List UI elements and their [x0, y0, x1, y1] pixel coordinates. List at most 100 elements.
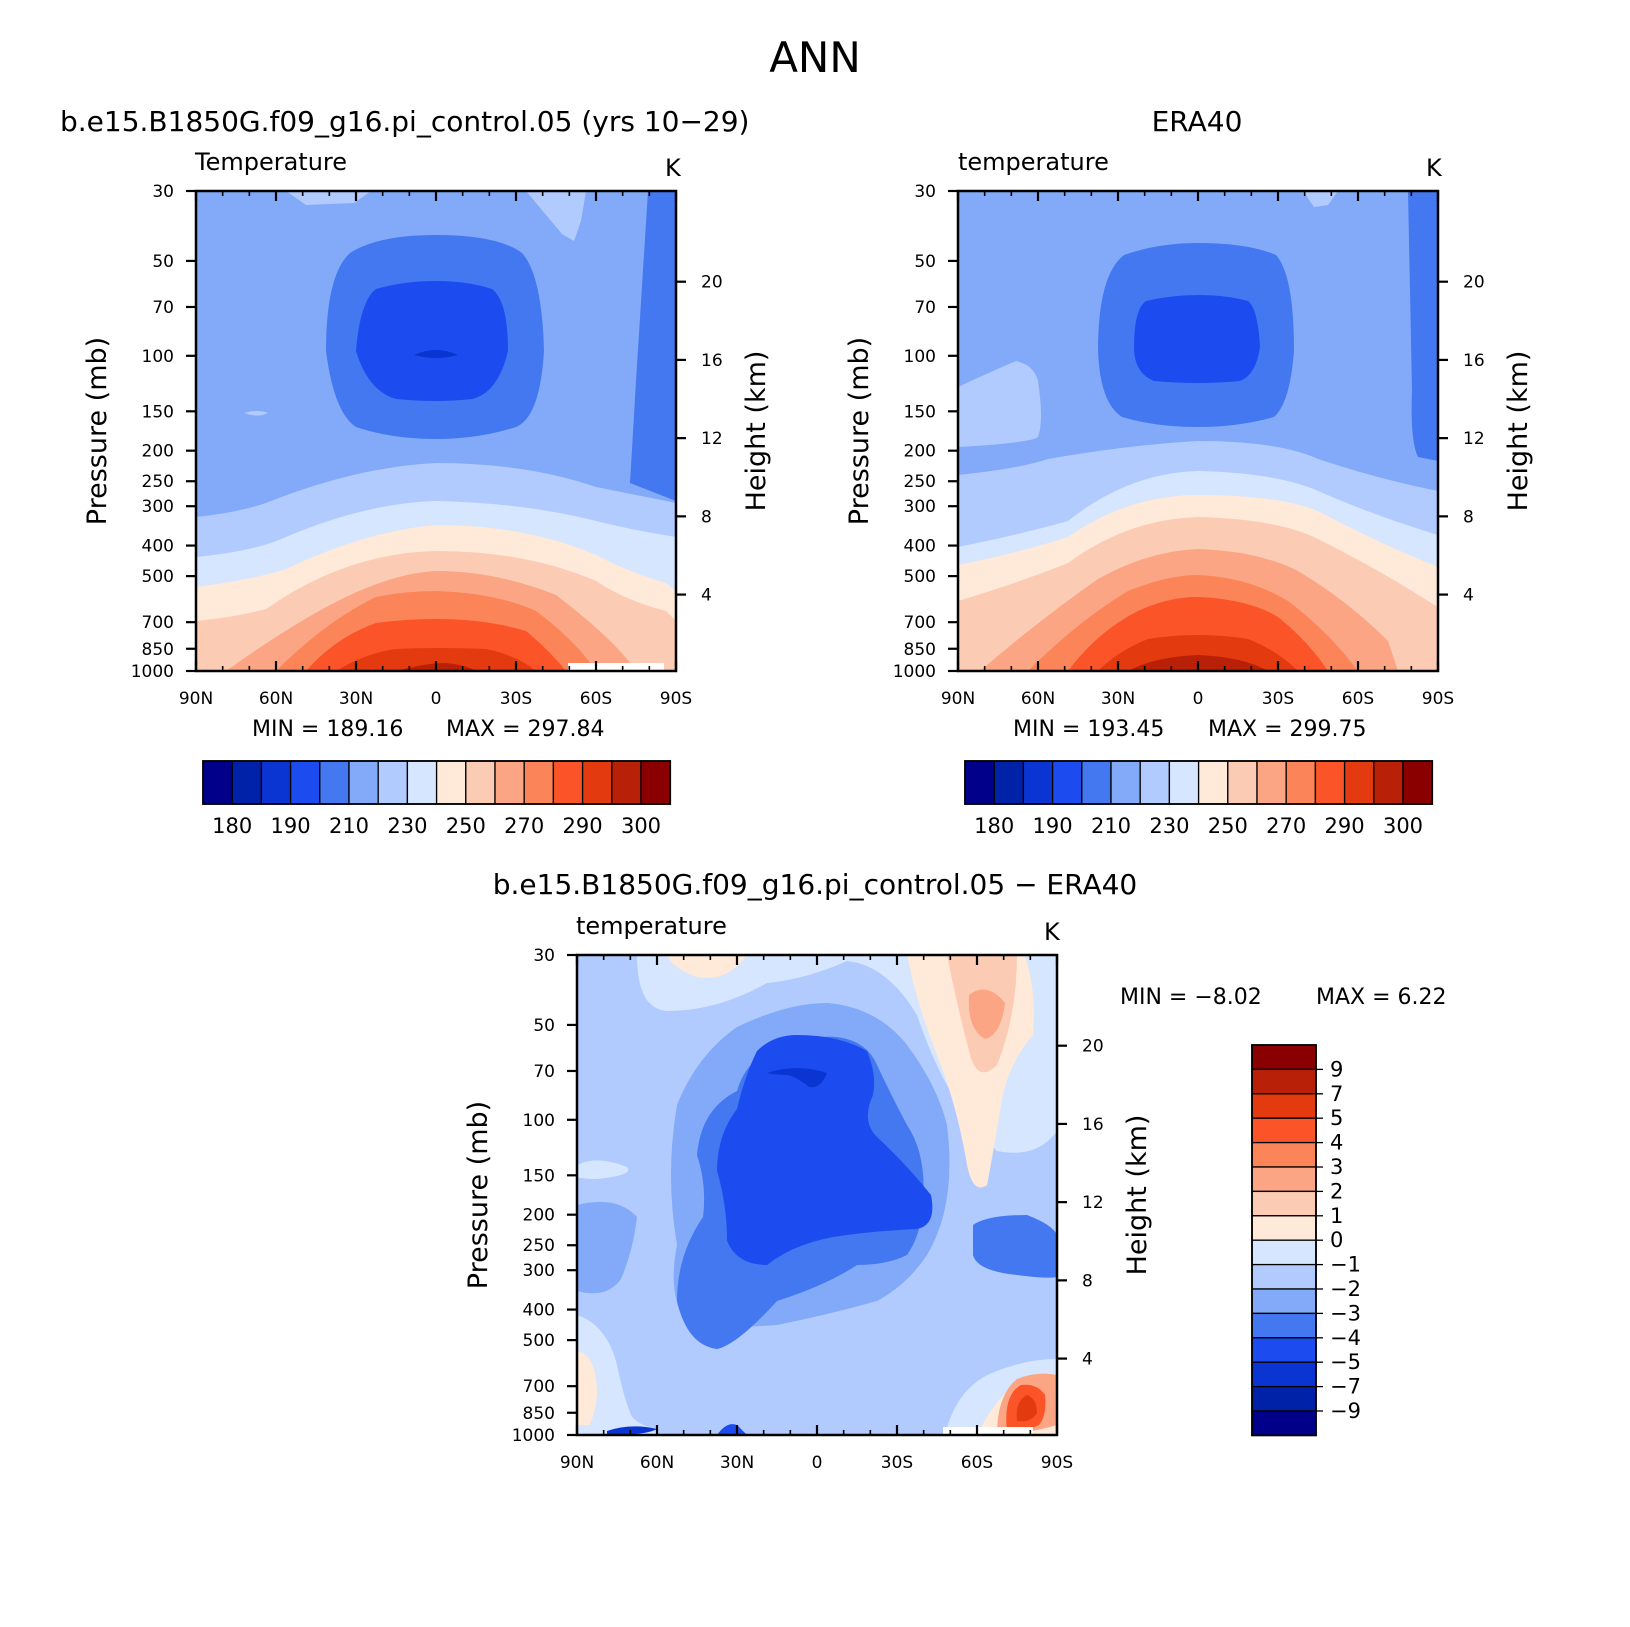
- colorbar-label: 180: [974, 814, 1014, 838]
- panel-era40-colorbar-boxes: 180 190 210 230 250 270 290 300: [964, 760, 1434, 838]
- y2-tick-label: 4: [1082, 1350, 1093, 1370]
- y-tick-label: 300: [142, 497, 174, 517]
- x-tick-label: 60S: [1342, 689, 1374, 709]
- panel-era40-title: ERA40: [1152, 105, 1243, 138]
- colorbar-box: [260, 760, 292, 805]
- colorbar-box: [1251, 1215, 1317, 1241]
- panel-era40-units: K: [1426, 154, 1443, 182]
- panel-era40-colorbar: 180 190 210 230 250 270 290 300: [964, 760, 1434, 838]
- x-tick-label: 60S: [580, 689, 612, 709]
- y-tick-label: 150: [142, 402, 174, 422]
- panel-era40-max-label: MAX = 299.75: [1208, 717, 1367, 742]
- colorbar-box: [1251, 1166, 1317, 1193]
- colorbar-box: [1251, 1385, 1317, 1412]
- panel-model-max-label: MAX = 297.84: [446, 717, 605, 742]
- y-tick-label: 700: [904, 613, 936, 633]
- colorbar-label: −2: [1330, 1277, 1361, 1301]
- y2-tick-label: 8: [701, 507, 712, 527]
- y-tick-label: 150: [904, 402, 936, 422]
- colorbar-box: [377, 760, 409, 805]
- colorbar-box: [993, 760, 1025, 805]
- figure-title: ANN: [769, 33, 861, 82]
- panel-diff-variable: temperature: [576, 912, 727, 940]
- y-tick-label: 400: [904, 537, 936, 557]
- y2-tick-label: 8: [1082, 1271, 1093, 1291]
- colorbar-box: [465, 760, 496, 805]
- colorbar-box: [1314, 760, 1346, 805]
- panel-era40-ylabel: Pressure (mb): [844, 337, 875, 525]
- x-tick-label: 60N: [259, 689, 293, 709]
- panel-diff-plot: 90N 60N 30N 0 30S 60S 90S 30 50 70 100 150 200 250 300…: [512, 946, 1104, 1473]
- y2-tick-label: 8: [1463, 507, 1474, 527]
- colorbar-box: [611, 760, 642, 805]
- panel-era40-min-label: MIN = 193.45: [1013, 717, 1164, 742]
- colorbar-box: [1251, 1239, 1317, 1266]
- colorbar-label: 5: [1330, 1106, 1343, 1130]
- y-tick-label: 250: [142, 472, 174, 492]
- colorbar-box: [1168, 760, 1200, 805]
- y2-tick-label: 20: [1463, 273, 1485, 293]
- y-tick-label: 70: [914, 298, 936, 318]
- y-tick-label: 850: [523, 1404, 555, 1424]
- diff-band-neg1-left: [577, 1160, 629, 1179]
- x-tick-label: 60N: [640, 1453, 674, 1473]
- colorbar-box: [581, 760, 613, 805]
- y-tick-label: 30: [914, 182, 936, 202]
- colorbar-box: [964, 760, 995, 805]
- y-tick-label: 100: [142, 347, 174, 367]
- y-tick-label: 150: [523, 1166, 555, 1186]
- panel-diff-max-label: MAX = 6.22: [1316, 985, 1447, 1010]
- x-tick-label: 90N: [179, 689, 213, 709]
- y-tick-label: 100: [904, 347, 936, 367]
- colorbar-box: [1285, 760, 1317, 805]
- colorbar-box: [1251, 1093, 1317, 1119]
- x-tick-label: 90S: [660, 689, 692, 709]
- colorbar-box: [1139, 760, 1171, 805]
- colorbar-box: [1251, 1410, 1317, 1437]
- model-band-230-upper: [526, 191, 586, 241]
- model-band-200-core: [356, 281, 508, 401]
- colorbar-label: 290: [563, 814, 603, 838]
- colorbar-label: 270: [1266, 814, 1306, 838]
- x-tick-label: 0: [1193, 689, 1204, 709]
- y-tick-label: 700: [142, 613, 174, 633]
- colorbar-box: [1022, 760, 1054, 805]
- panel-model-xticks: 90N 60N 30N 0 30S 60S 90S 30 50 70 100 150 200 250 300…: [131, 182, 723, 709]
- colorbar-label: 290: [1325, 814, 1365, 838]
- colorbar-box: [1051, 760, 1083, 805]
- era-band-205-polar: [1408, 191, 1438, 461]
- diff-band-neg4-lowmid: [717, 1424, 747, 1435]
- diff-band-pos0-left: [667, 955, 747, 979]
- colorbar-frame: [202, 760, 672, 805]
- panel-model-title: b.e15.B1850G.f09_g16.pi_control.05 (yrs …: [60, 105, 749, 138]
- panel-model: b.e15.B1850G.f09_g16.pi_control.05 (yrs …: [60, 105, 772, 838]
- y-tick-label: 1000: [512, 1426, 555, 1446]
- x-tick-label: 30N: [1101, 689, 1135, 709]
- y-tick-label: 500: [523, 1331, 555, 1351]
- colorbar-label: −3: [1330, 1301, 1361, 1325]
- colorbar-box: [435, 760, 467, 805]
- colorbar-box: [1197, 760, 1229, 805]
- model-band-190-min: [414, 350, 458, 358]
- y2-tick-label: 12: [701, 429, 723, 449]
- colorbar-box: [406, 760, 438, 805]
- panel-era40-plot: 90N 60N 30N 0 30S 60S 90S 30 50 70 100 150 200 250 300…: [893, 182, 1485, 709]
- colorbar-label: 180: [212, 814, 252, 838]
- panel-model-ylabel: Pressure (mb): [82, 337, 113, 525]
- colorbar-box: [1081, 760, 1112, 805]
- colorbar-label: 300: [621, 814, 661, 838]
- colorbar-label: 9: [1330, 1057, 1343, 1081]
- panel-model-variable: Temperature: [194, 148, 347, 176]
- colorbar-label: 2: [1330, 1179, 1343, 1203]
- y-tick-label: 400: [142, 537, 174, 557]
- model-band-230-island: [244, 411, 268, 416]
- panel-diff-y2label: Height (km): [1122, 1115, 1153, 1276]
- y2-tick-label: 20: [701, 273, 723, 293]
- diff-band-neg3-right: [973, 1215, 1057, 1278]
- panel-diff-min-label: MIN = −8.02: [1120, 985, 1262, 1010]
- x-tick-label: 30S: [881, 1453, 913, 1473]
- y-tick-label: 850: [904, 640, 936, 660]
- y2-tick-label: 4: [701, 586, 712, 606]
- y2-tick-label: 16: [1463, 351, 1485, 371]
